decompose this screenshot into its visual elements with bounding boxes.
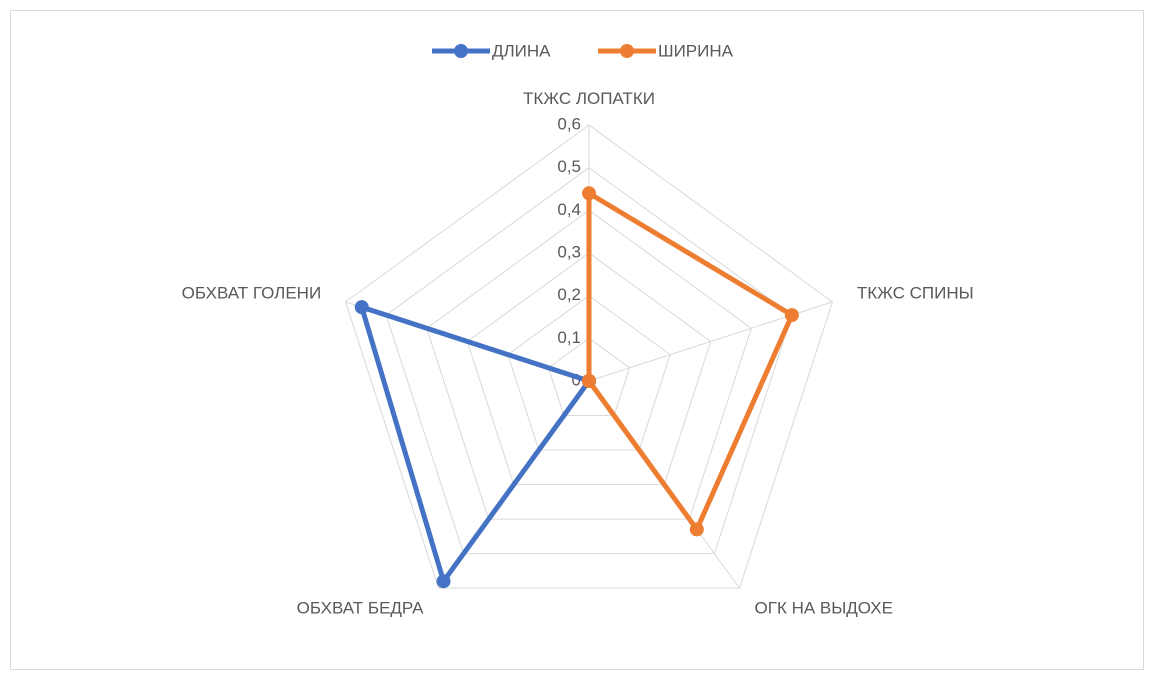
- grid-line: [547, 337, 631, 417]
- grid-line: [344, 124, 834, 589]
- series-line: [359, 304, 592, 584]
- grid-line: [385, 167, 793, 555]
- data-point: [784, 308, 799, 323]
- grid-line: [466, 252, 712, 486]
- category-label: ОБХВАТ ГОЛЕНИ: [182, 283, 322, 302]
- category-label: ТКЖС ЛОПАТКИ: [523, 89, 655, 108]
- data-point: [354, 300, 369, 315]
- grid-line: [507, 295, 671, 451]
- grid-line: [426, 209, 752, 520]
- y-tick-label: 0,5: [557, 157, 581, 176]
- data-point: [582, 374, 596, 388]
- y-tick-label: 0,1: [557, 328, 581, 347]
- y-tick-label: 0,4: [557, 200, 581, 219]
- category-label: ТКЖС СПИНЫ: [857, 283, 974, 302]
- legend-swatch-marker: [620, 44, 634, 58]
- data-point: [582, 186, 596, 201]
- y-tick-label: 0: [572, 370, 581, 389]
- y-tick-label: 0,3: [557, 242, 581, 261]
- legend-swatch-marker: [454, 44, 468, 58]
- y-tick-label: 0,2: [557, 285, 581, 304]
- chart-border: [10, 10, 1144, 670]
- data-point: [436, 574, 451, 589]
- category-label: ОГК НА ВЫДОХЕ: [755, 598, 893, 617]
- legend-label: ДЛИНА: [492, 41, 551, 60]
- data-point: [689, 522, 704, 537]
- legend-label: ШИРИНА: [658, 41, 734, 60]
- y-tick-label: 0,6: [557, 114, 581, 133]
- category-label: ОБХВАТ БЕДРА: [297, 598, 424, 617]
